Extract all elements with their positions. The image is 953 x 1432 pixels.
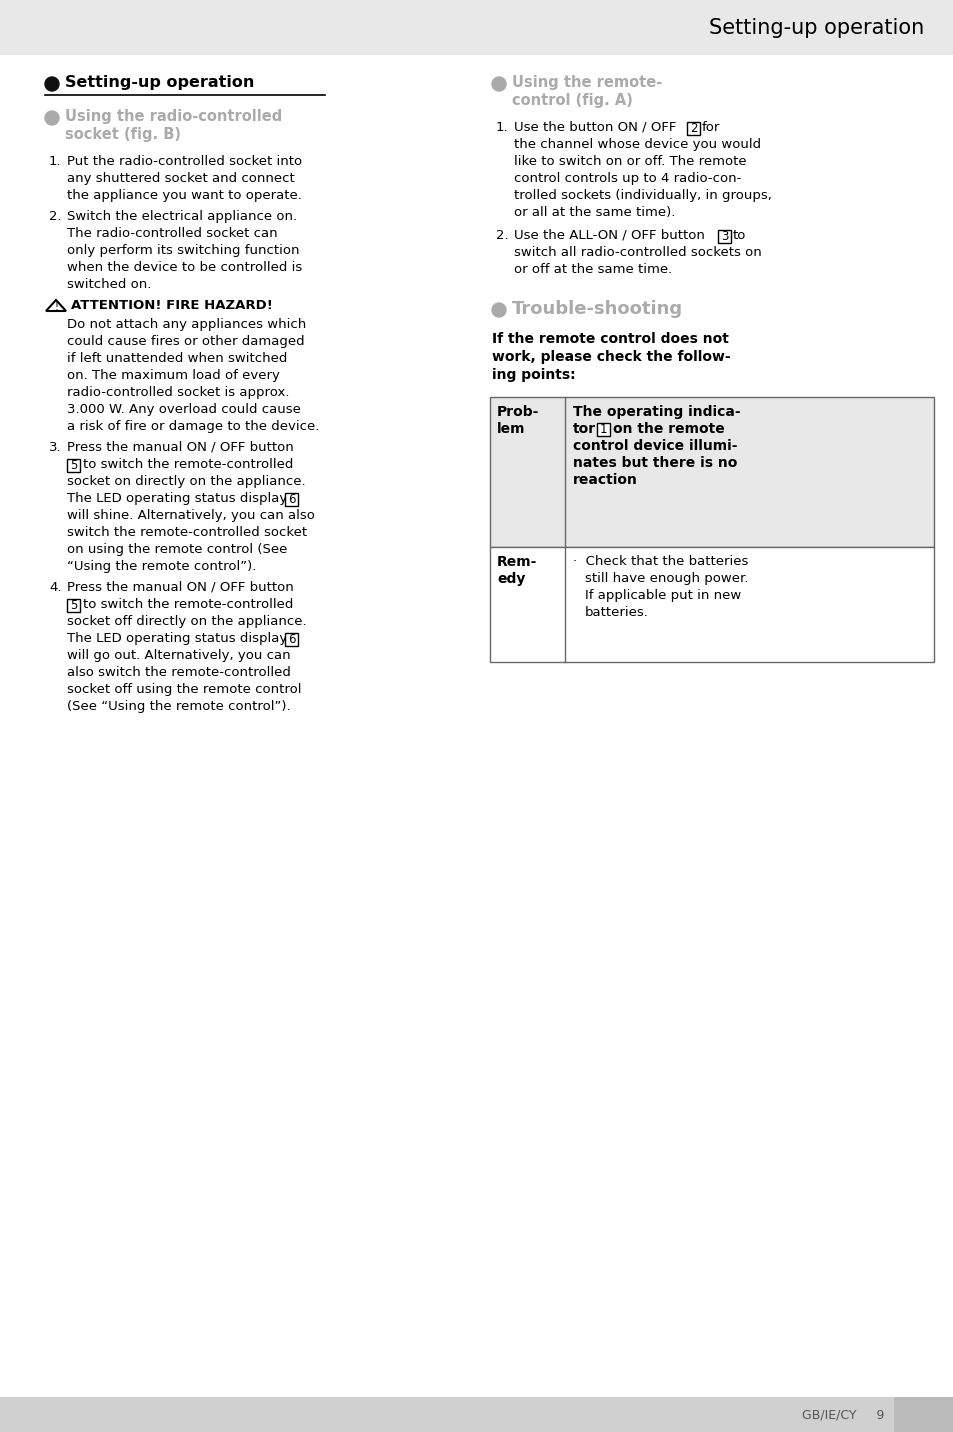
Text: to switch the remote-controlled: to switch the remote-controlled [83, 599, 294, 611]
Text: control (fig. A): control (fig. A) [512, 93, 632, 107]
Text: 2: 2 [689, 122, 697, 135]
Text: 6: 6 [288, 493, 294, 505]
Text: control device illumi-: control device illumi- [573, 440, 737, 453]
Text: ·  Check that the batteries: · Check that the batteries [573, 556, 747, 569]
Text: Put the radio-controlled socket into: Put the radio-controlled socket into [67, 155, 302, 168]
Text: 3.: 3. [49, 441, 62, 454]
Text: switched on.: switched on. [67, 278, 152, 291]
Text: socket on directly on the appliance.: socket on directly on the appliance. [67, 475, 305, 488]
Text: to: to [732, 229, 745, 242]
Text: or all at the same time).: or all at the same time). [514, 206, 675, 219]
Text: the appliance you want to operate.: the appliance you want to operate. [67, 189, 301, 202]
Text: ing points:: ing points: [492, 368, 575, 382]
Text: any shuttered socket and connect: any shuttered socket and connect [67, 172, 294, 185]
Text: socket off using the remote control: socket off using the remote control [67, 683, 301, 696]
FancyBboxPatch shape [597, 422, 609, 435]
Text: trolled sockets (individually, in groups,: trolled sockets (individually, in groups… [514, 189, 771, 202]
Text: Use the ALL-ON / OFF button: Use the ALL-ON / OFF button [514, 229, 704, 242]
Text: if left unattended when switched: if left unattended when switched [67, 352, 287, 365]
FancyBboxPatch shape [67, 460, 80, 473]
Circle shape [492, 77, 505, 92]
Text: when the device to be controlled is: when the device to be controlled is [67, 261, 302, 274]
Circle shape [492, 304, 505, 316]
Text: Setting-up operation: Setting-up operation [65, 74, 254, 90]
Polygon shape [46, 299, 66, 311]
Text: switch the remote-controlled socket: switch the remote-controlled socket [67, 526, 307, 538]
Text: 3.000 W. Any overload could cause: 3.000 W. Any overload could cause [67, 402, 300, 417]
Bar [490, 397, 933, 547]
Text: on. The maximum load of every: on. The maximum load of every [67, 369, 279, 382]
Text: If applicable put in new: If applicable put in new [584, 589, 740, 601]
Text: Using the remote-: Using the remote- [512, 74, 661, 90]
Bar [0, 1398, 953, 1432]
Bar [0, 0, 953, 54]
Bar [490, 547, 933, 662]
Text: 1.: 1. [49, 155, 62, 168]
Text: only perform its switching function: only perform its switching function [67, 243, 299, 256]
Text: 1: 1 [599, 422, 607, 435]
Text: The operating indica-: The operating indica- [573, 405, 740, 420]
Text: Setting-up operation: Setting-up operation [708, 17, 923, 37]
Text: reaction: reaction [573, 473, 638, 487]
Text: Trouble-shooting: Trouble-shooting [512, 299, 682, 318]
FancyBboxPatch shape [718, 231, 730, 243]
Text: ATTENTION! FIRE HAZARD!: ATTENTION! FIRE HAZARD! [71, 299, 273, 312]
Text: Do not attach any appliances which: Do not attach any appliances which [67, 318, 306, 331]
FancyBboxPatch shape [285, 493, 297, 505]
Bar [893, 1398, 953, 1432]
Text: 2.: 2. [496, 229, 508, 242]
Text: radio-controlled socket is approx.: radio-controlled socket is approx. [67, 387, 289, 400]
Text: edy: edy [497, 571, 525, 586]
Text: Press the manual ON / OFF button: Press the manual ON / OFF button [67, 441, 294, 454]
Text: The radio-controlled socket can: The radio-controlled socket can [67, 228, 277, 241]
Text: also switch the remote-controlled: also switch the remote-controlled [67, 666, 291, 679]
Text: 2.: 2. [49, 211, 62, 223]
Text: to switch the remote-controlled: to switch the remote-controlled [83, 458, 294, 471]
Text: nates but there is no: nates but there is no [573, 455, 737, 470]
FancyBboxPatch shape [285, 633, 297, 646]
Text: 1.: 1. [496, 120, 508, 135]
Text: lem: lem [497, 422, 525, 435]
Text: could cause fires or other damaged: could cause fires or other damaged [67, 335, 304, 348]
Circle shape [45, 112, 59, 125]
Text: like to switch on or off. The remote: like to switch on or off. The remote [514, 155, 746, 168]
Text: Rem-: Rem- [497, 556, 537, 569]
Text: will shine. Alternatively, you can also: will shine. Alternatively, you can also [67, 508, 314, 523]
Text: socket off directly on the appliance.: socket off directly on the appliance. [67, 614, 306, 629]
Text: Use the button ON / OFF: Use the button ON / OFF [514, 120, 676, 135]
Text: The LED operating status display: The LED operating status display [67, 493, 287, 505]
Text: a risk of fire or damage to the device.: a risk of fire or damage to the device. [67, 420, 319, 432]
Text: or off at the same time.: or off at the same time. [514, 263, 672, 276]
Text: tor: tor [573, 422, 596, 435]
Text: will go out. Alternatively, you can: will go out. Alternatively, you can [67, 649, 291, 662]
Circle shape [45, 77, 59, 92]
Text: 5: 5 [70, 460, 77, 473]
Text: 3: 3 [720, 231, 727, 243]
Text: still have enough power.: still have enough power. [584, 571, 747, 586]
Text: for: for [701, 120, 720, 135]
FancyBboxPatch shape [67, 599, 80, 611]
Text: control controls up to 4 radio-con-: control controls up to 4 radio-con- [514, 172, 740, 185]
Text: Press the manual ON / OFF button: Press the manual ON / OFF button [67, 581, 294, 594]
Text: (See “Using the remote control”).: (See “Using the remote control”). [67, 700, 291, 713]
FancyBboxPatch shape [686, 122, 700, 135]
Text: socket (fig. B): socket (fig. B) [65, 127, 181, 142]
Text: Using the radio-controlled: Using the radio-controlled [65, 109, 282, 125]
Text: !: ! [54, 302, 58, 312]
Text: If the remote control does not: If the remote control does not [492, 332, 728, 347]
Text: on using the remote control (See: on using the remote control (See [67, 543, 287, 556]
Text: “Using the remote control”).: “Using the remote control”). [67, 560, 256, 573]
Text: Switch the electrical appliance on.: Switch the electrical appliance on. [67, 211, 296, 223]
Text: switch all radio-controlled sockets on: switch all radio-controlled sockets on [514, 246, 760, 259]
Text: 5: 5 [70, 599, 77, 611]
Text: Prob-: Prob- [497, 405, 538, 420]
Text: GB/IE/CY     9: GB/IE/CY 9 [801, 1408, 883, 1421]
Text: 6: 6 [288, 633, 294, 646]
Text: the channel whose device you would: the channel whose device you would [514, 137, 760, 150]
Text: work, please check the follow-: work, please check the follow- [492, 349, 730, 364]
Text: batteries.: batteries. [584, 606, 648, 619]
Text: The LED operating status display: The LED operating status display [67, 632, 287, 644]
Text: 4.: 4. [49, 581, 61, 594]
Text: on the remote: on the remote [613, 422, 724, 435]
